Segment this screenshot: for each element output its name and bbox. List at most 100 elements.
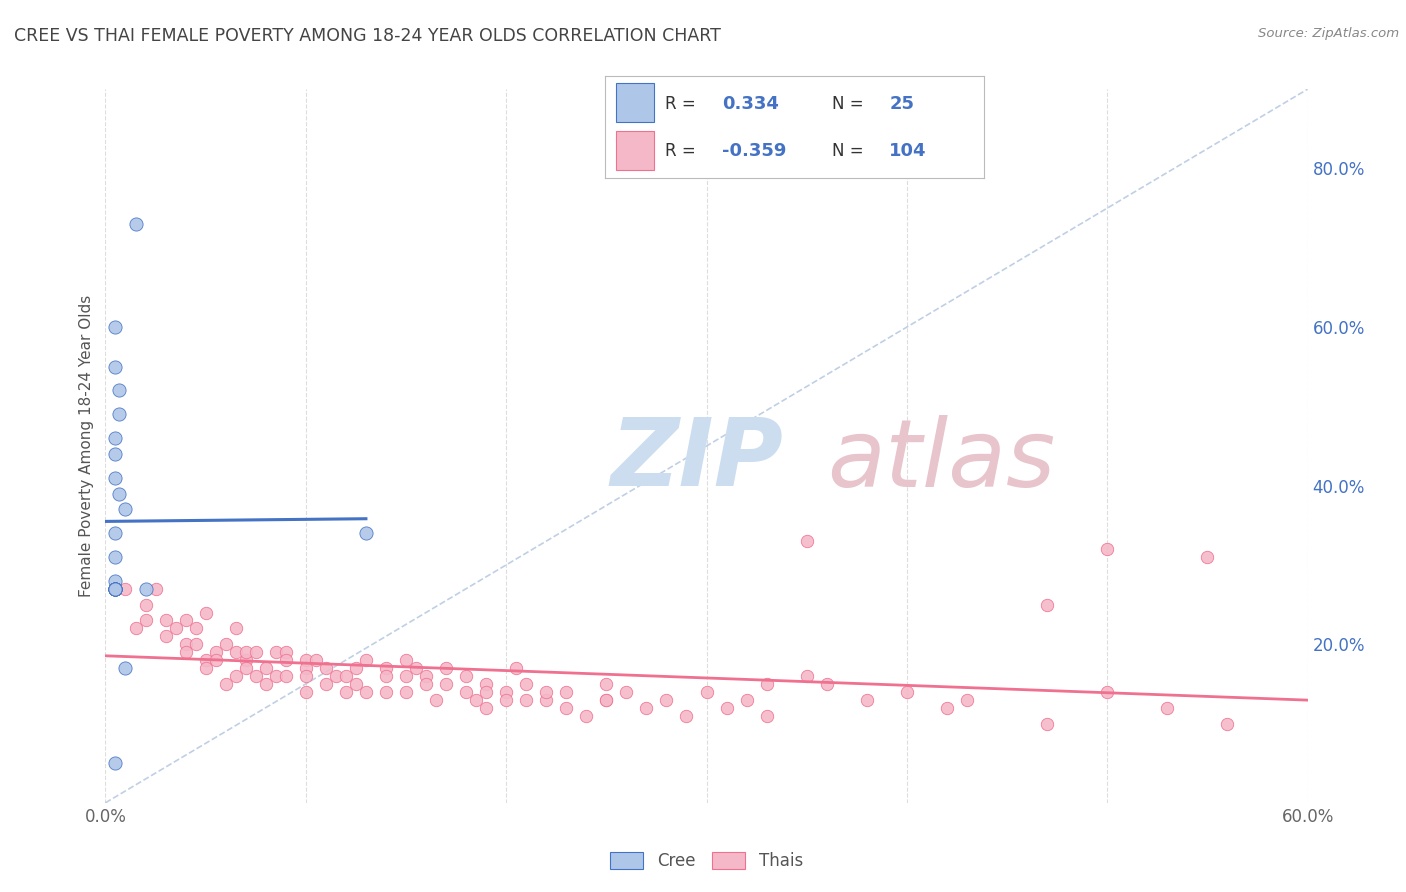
Point	[354, 526, 377, 541]
Point	[104, 447, 127, 461]
Point	[405, 661, 427, 675]
Point	[325, 669, 347, 683]
Point	[675, 708, 697, 723]
Point	[344, 661, 367, 675]
Point	[194, 661, 217, 675]
Point	[104, 320, 127, 334]
Point	[534, 692, 557, 706]
Point	[374, 661, 398, 675]
Point	[515, 692, 537, 706]
Point	[815, 677, 838, 691]
Point	[616, 685, 638, 699]
Point	[595, 692, 617, 706]
Point	[1097, 542, 1119, 557]
Point	[1036, 598, 1059, 612]
Point	[155, 614, 177, 628]
Point	[454, 669, 477, 683]
Point	[475, 677, 498, 691]
Point	[104, 582, 127, 596]
Point	[1097, 685, 1119, 699]
Point	[495, 685, 517, 699]
Point	[454, 685, 477, 699]
Point	[214, 677, 236, 691]
Point	[245, 645, 267, 659]
Point	[274, 669, 297, 683]
Point	[135, 598, 157, 612]
Point	[114, 661, 136, 675]
Point	[1036, 716, 1059, 731]
Point	[124, 217, 146, 231]
Text: atlas: atlas	[827, 415, 1054, 506]
Point	[295, 661, 318, 675]
Point	[315, 661, 337, 675]
Point	[515, 677, 537, 691]
Point	[374, 685, 398, 699]
Point	[896, 685, 918, 699]
Point	[235, 653, 257, 667]
Text: N =: N =	[832, 95, 863, 112]
Text: 25: 25	[889, 95, 914, 112]
Text: -0.359: -0.359	[723, 142, 786, 160]
Point	[104, 582, 127, 596]
Point	[104, 582, 127, 596]
Point	[104, 582, 127, 596]
Point	[434, 677, 457, 691]
Point	[104, 526, 127, 541]
Point	[225, 669, 247, 683]
Point	[415, 677, 437, 691]
Point	[595, 692, 617, 706]
Point	[716, 700, 738, 714]
Point	[114, 502, 136, 516]
Point	[755, 708, 778, 723]
Point	[194, 606, 217, 620]
Point	[395, 653, 418, 667]
Point	[1197, 549, 1219, 564]
Point	[104, 582, 127, 596]
Legend: Cree, Thais: Cree, Thais	[603, 845, 810, 877]
Point	[855, 692, 877, 706]
Text: 104: 104	[889, 142, 927, 160]
Point	[254, 677, 277, 691]
Point	[274, 653, 297, 667]
Point	[174, 637, 197, 651]
Text: CREE VS THAI FEMALE POVERTY AMONG 18-24 YEAR OLDS CORRELATION CHART: CREE VS THAI FEMALE POVERTY AMONG 18-24 …	[14, 27, 721, 45]
Point	[124, 621, 146, 635]
Point	[174, 645, 197, 659]
Point	[114, 582, 136, 596]
Point	[575, 708, 598, 723]
Point	[956, 692, 979, 706]
Point	[108, 407, 131, 421]
Point	[214, 637, 236, 651]
Point	[374, 669, 398, 683]
Point	[104, 549, 127, 564]
Point	[104, 582, 127, 596]
Point	[108, 384, 131, 398]
Point	[194, 653, 217, 667]
Point	[505, 661, 527, 675]
Point	[295, 669, 318, 683]
Point	[315, 677, 337, 691]
Point	[425, 692, 447, 706]
Point	[354, 685, 377, 699]
Point	[354, 653, 377, 667]
Point	[344, 677, 367, 691]
Text: N =: N =	[832, 142, 863, 160]
Point	[415, 669, 437, 683]
Point	[184, 637, 207, 651]
Point	[104, 756, 127, 771]
Point	[274, 645, 297, 659]
Point	[295, 685, 318, 699]
Point	[264, 645, 287, 659]
Point	[135, 582, 157, 596]
Point	[475, 685, 498, 699]
Point	[534, 685, 557, 699]
Point	[104, 431, 127, 445]
Point	[636, 700, 658, 714]
Point	[264, 669, 287, 683]
Point	[655, 692, 678, 706]
Point	[475, 700, 498, 714]
Point	[145, 582, 167, 596]
Text: 0.334: 0.334	[723, 95, 779, 112]
Point	[465, 692, 488, 706]
Point	[755, 677, 778, 691]
